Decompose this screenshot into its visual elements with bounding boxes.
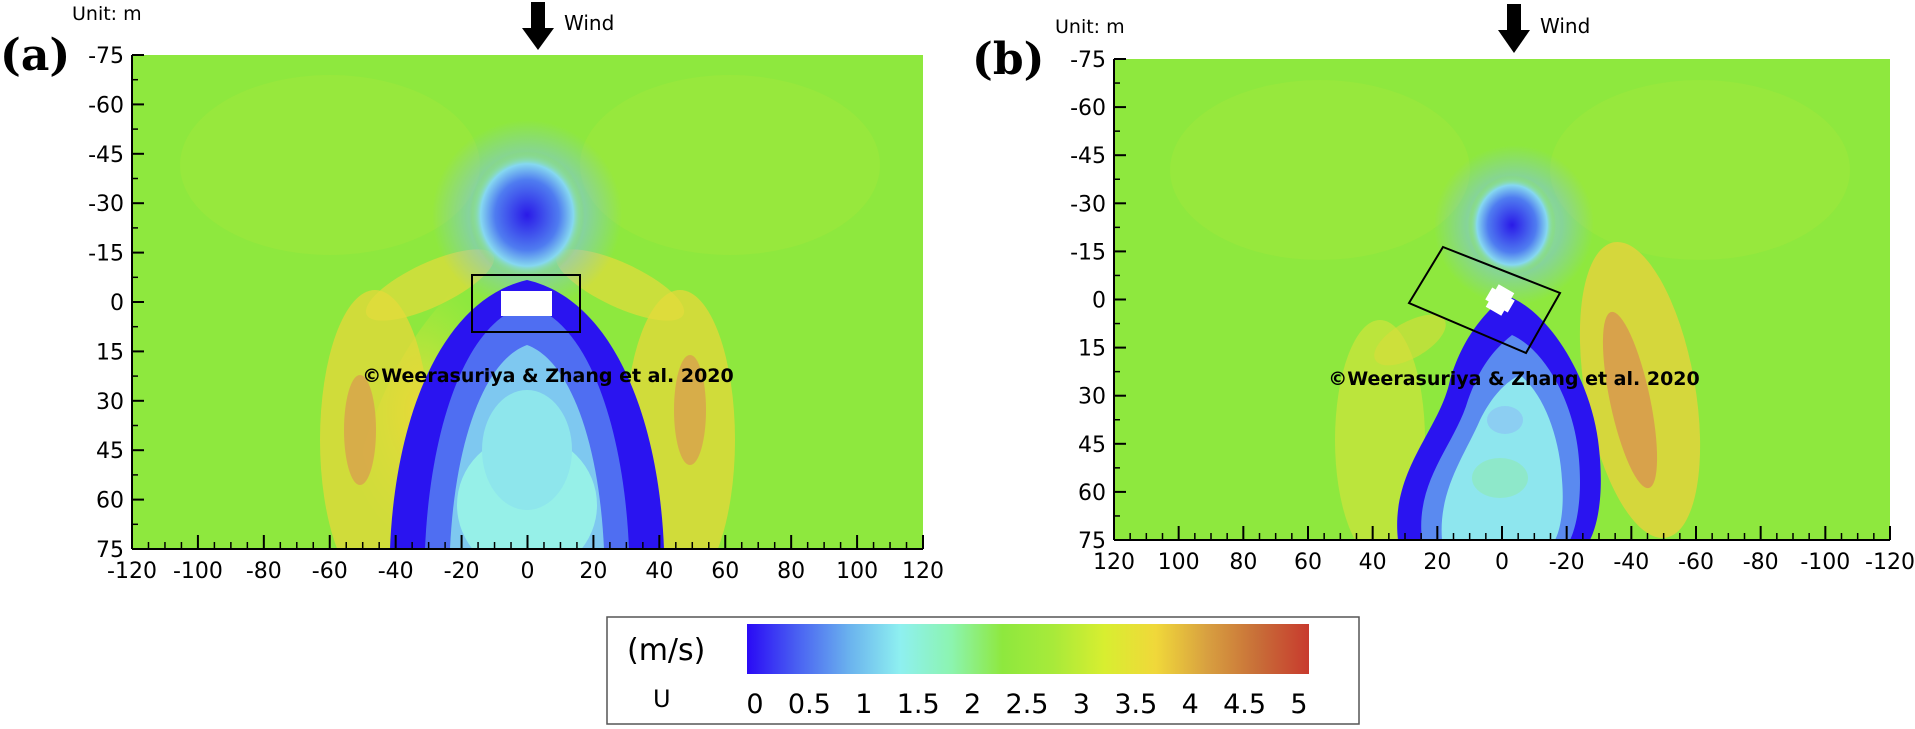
- wind-label: Wind: [1540, 14, 1590, 38]
- y-tick-label: -60: [88, 93, 124, 118]
- y-tick-label: 30: [96, 390, 124, 415]
- y-tick-label: -60: [1070, 96, 1106, 121]
- y-tick-label: -15: [1070, 240, 1106, 265]
- panel-b: (b) Unit: m Wind: [972, 4, 1915, 575]
- watermark: ©Weerasuriya & Zhang et al. 2020: [362, 365, 733, 387]
- x-tick-label: 120: [1093, 550, 1135, 575]
- x-tick-label: 0: [521, 559, 535, 584]
- wind-label: Wind: [564, 11, 614, 35]
- y-tick-label: 60: [1078, 481, 1106, 506]
- x-tick-label: -100: [1800, 550, 1850, 575]
- y-tick-label: -15: [88, 242, 124, 267]
- x-tick-label: -60: [312, 559, 348, 584]
- colorbar-variable: U: [653, 685, 671, 713]
- panel-a: (a) Unit: m Wind: [0, 2, 944, 584]
- x-tick-label: 40: [1359, 550, 1387, 575]
- y-tick-label: 15: [1078, 337, 1106, 362]
- colorbar-tick-label: 3.5: [1114, 689, 1157, 720]
- wind-arrow-icon: [1498, 4, 1530, 53]
- y-tick-label: 0: [110, 291, 124, 316]
- y-tick-label: -30: [88, 192, 124, 217]
- y-tick-label: 75: [96, 538, 124, 563]
- colorbar-tick-label: 0: [746, 689, 763, 720]
- colorbar-tick-label: 4.5: [1223, 689, 1266, 720]
- axes: -75 -60 -45 -30 -15 0 15 30 45 60 75-120 -100 -80 -60…: [88, 44, 944, 584]
- x-tick-label: -100: [173, 559, 223, 584]
- x-tick-label: -80: [1743, 550, 1779, 575]
- y-tick-label: 45: [96, 439, 124, 464]
- y-tick-label: -75: [88, 44, 124, 69]
- building-outline: [1407, 245, 1562, 355]
- panel-label: (a): [0, 30, 70, 81]
- building: [501, 291, 552, 316]
- y-tick-label: -45: [88, 143, 124, 168]
- flow-field: [1114, 59, 1890, 540]
- x-tick-label: -60: [1678, 550, 1714, 575]
- unit-label: Unit: m: [72, 3, 142, 25]
- y-tick-label: -75: [1070, 48, 1106, 73]
- x-tick-label: -20: [1549, 550, 1585, 575]
- building-outline: [471, 274, 581, 333]
- colorbar-tick-label: 1: [855, 689, 872, 720]
- x-tick-label: -120: [1865, 550, 1915, 575]
- x-tick-label: 20: [1423, 550, 1451, 575]
- x-tick-label: -40: [1613, 550, 1649, 575]
- colorbar-tick-label: 2.5: [1006, 689, 1049, 720]
- panel-label: (b): [972, 34, 1044, 85]
- x-tick-label: 20: [579, 559, 607, 584]
- building: [1485, 284, 1515, 316]
- colorbar-tick-label: 5: [1290, 689, 1307, 720]
- y-tick-label: 60: [96, 489, 124, 514]
- colorbar-tick-label: 2: [964, 689, 981, 720]
- unit-label: Unit: m: [1055, 16, 1125, 38]
- x-tick-label: 80: [1229, 550, 1257, 575]
- x-tick-label: 0: [1495, 550, 1509, 575]
- x-tick-label: 80: [777, 559, 805, 584]
- y-tick-label: 15: [96, 340, 124, 365]
- y-tick-label: 30: [1078, 385, 1106, 410]
- x-tick-label: -80: [246, 559, 282, 584]
- y-tick-label: 45: [1078, 433, 1106, 458]
- flow-field: [132, 55, 923, 549]
- x-tick-label: -120: [107, 559, 157, 584]
- x-tick-label: 100: [1158, 550, 1200, 575]
- colorbar-tick-label: 1.5: [897, 689, 940, 720]
- y-tick-label: -45: [1070, 144, 1106, 169]
- y-tick-label: 0: [1092, 289, 1106, 314]
- watermark: ©Weerasuriya & Zhang et al. 2020: [1328, 368, 1699, 390]
- x-tick-label: 120: [902, 559, 944, 584]
- wind-arrow-icon: [522, 2, 554, 50]
- colorbar-unit: (m/s): [627, 633, 705, 668]
- x-tick-label: 60: [711, 559, 739, 584]
- colorbar-tick-label: 0.5: [788, 689, 831, 720]
- x-tick-label: 100: [836, 559, 878, 584]
- x-tick-label: -20: [444, 559, 480, 584]
- x-tick-label: 60: [1294, 550, 1322, 575]
- colorbar-tick-label: 3: [1073, 689, 1090, 720]
- y-tick-label: 75: [1078, 529, 1106, 554]
- x-tick-label: 40: [645, 559, 673, 584]
- x-tick-label: -40: [378, 559, 414, 584]
- colorbar: (m/s) U 0 0.5 1 1.5 2 2.5 3 3.5 4 4.5 5: [606, 616, 1360, 725]
- colorbar-tick-label: 4: [1182, 689, 1199, 720]
- colorbar-gradient: [747, 624, 1309, 674]
- y-tick-label: -30: [1070, 192, 1106, 217]
